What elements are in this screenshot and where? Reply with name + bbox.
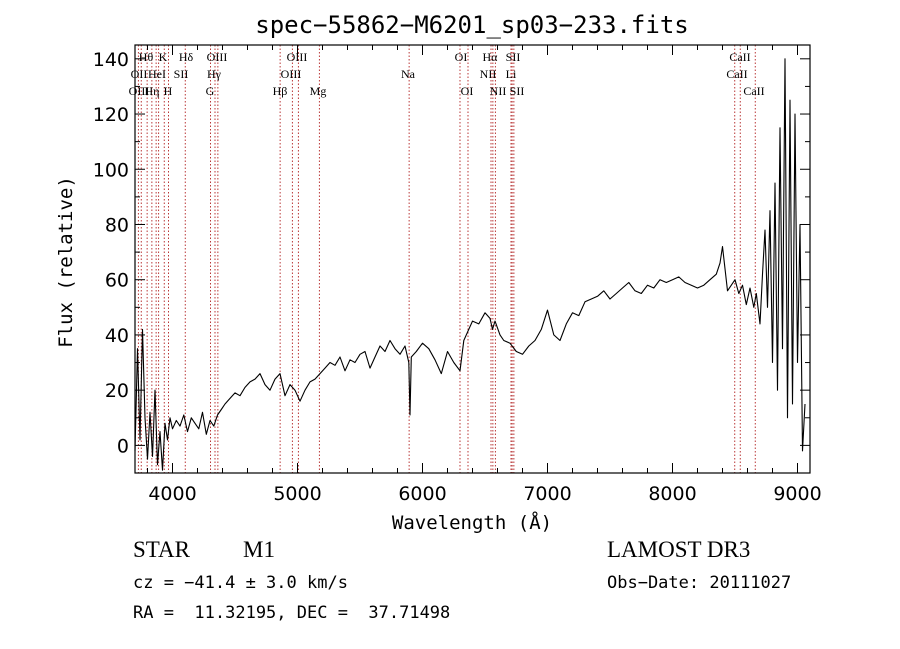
x-axis-label: Wavelength (Å) bbox=[392, 511, 552, 534]
object-subclass: M1 bbox=[243, 537, 275, 562]
line-label: OI bbox=[455, 50, 468, 64]
survey-name: LAMOST DR3 bbox=[607, 537, 751, 562]
line-label: CaII bbox=[743, 84, 764, 98]
spectrum-line bbox=[134, 58, 806, 471]
line-label: OIII bbox=[207, 50, 228, 64]
line-label: Li bbox=[506, 67, 517, 81]
line-label: Hβ bbox=[273, 84, 288, 98]
line-label: Hγ bbox=[207, 67, 222, 81]
line-label: Hδ bbox=[179, 50, 194, 64]
line-label: Mg bbox=[310, 84, 327, 98]
coordinates: RA = 11.32195, DEC = 37.71498 bbox=[133, 603, 451, 623]
y-tick-label: 100 bbox=[93, 159, 129, 181]
y-axis-label: Flux (relative) bbox=[55, 176, 77, 348]
line-label: G bbox=[206, 84, 215, 98]
object-class: STAR bbox=[133, 537, 190, 562]
x-tick-label: 4000 bbox=[148, 483, 196, 505]
line-label: CaII bbox=[729, 50, 750, 64]
redshift-cz: cz = −41.4 ± 3.0 km/s bbox=[133, 573, 348, 593]
line-label: Na bbox=[401, 67, 416, 81]
line-label: CaII bbox=[726, 67, 747, 81]
x-tick-label: 8000 bbox=[648, 483, 696, 505]
line-label: OIII bbox=[129, 84, 150, 98]
y-tick-label: 140 bbox=[93, 49, 129, 71]
line-label: I bbox=[162, 67, 166, 81]
line-label: SII bbox=[510, 84, 525, 98]
line-label: SII bbox=[174, 67, 189, 81]
emission-line-labels: Hθ K Hδ OIII OIII OI Hα SII CaII OII He I SII Hγ OIII N… bbox=[129, 50, 765, 98]
line-label: OI bbox=[461, 84, 474, 98]
y-tick-label: 120 bbox=[93, 104, 129, 126]
line-label: OIII bbox=[287, 50, 308, 64]
y-tick-label: 0 bbox=[117, 435, 129, 457]
line-label: NII bbox=[490, 84, 507, 98]
line-label: Hθ bbox=[139, 50, 154, 64]
line-label: Hη bbox=[145, 84, 160, 98]
axes: 4000 5000 6000 7000 8000 9000 0 20 40 60 80 100 120 1… bbox=[93, 45, 822, 505]
x-tick-label: 9000 bbox=[773, 483, 821, 505]
line-label: SII bbox=[506, 50, 521, 64]
x-tick-label: 7000 bbox=[523, 483, 571, 505]
y-tick-label: 20 bbox=[105, 380, 129, 402]
line-label: OIII bbox=[281, 67, 302, 81]
line-label: He bbox=[148, 67, 162, 81]
line-label: K bbox=[159, 50, 168, 64]
y-tick-label: 60 bbox=[105, 270, 129, 292]
x-tick-label: 5000 bbox=[273, 483, 321, 505]
line-label: OII bbox=[131, 67, 148, 81]
line-label: NII bbox=[480, 67, 497, 81]
observation-date: Obs−Date: 20111027 bbox=[607, 573, 792, 593]
y-tick-label: 40 bbox=[105, 325, 129, 347]
x-tick-label: 6000 bbox=[398, 483, 446, 505]
plot-frame bbox=[134, 44, 811, 474]
chart-title: spec−55862−M6201_sp03−233.fits bbox=[255, 11, 688, 39]
line-label: H bbox=[164, 84, 173, 98]
y-tick-label: 80 bbox=[105, 214, 129, 236]
line-label: Hα bbox=[483, 50, 499, 64]
emission-line-markers bbox=[137, 45, 756, 473]
